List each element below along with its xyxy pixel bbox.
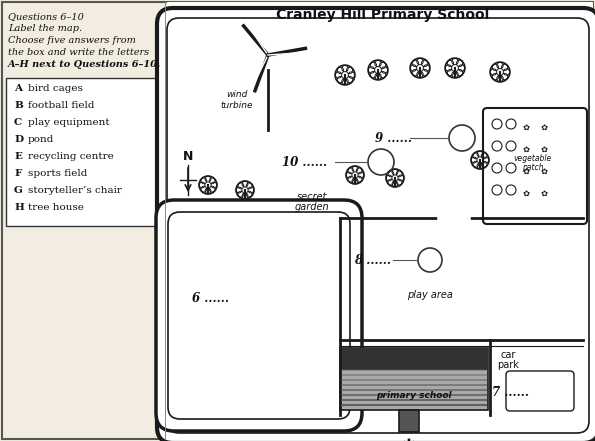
Text: car: car [500, 350, 516, 360]
Text: Cranley Hill Primary School: Cranley Hill Primary School [276, 8, 490, 22]
Text: football field: football field [28, 101, 95, 110]
Text: ✿: ✿ [522, 189, 530, 198]
Text: F: F [14, 169, 21, 178]
Bar [167, 2, 593, 439]
Text: G: G [14, 186, 23, 195]
Text: 6 ......: 6 ...... [192, 292, 229, 304]
Text: 8 ......: 8 ...... [354, 254, 391, 266]
Text: garden: garden [295, 202, 329, 212]
Text: C: C [14, 118, 22, 127]
Text: sports field: sports field [28, 169, 87, 178]
Text: park: park [497, 360, 519, 370]
Text: the box and write the letters: the box and write the letters [8, 48, 149, 57]
Text: primary school: primary school [376, 392, 452, 400]
Text: patch: patch [522, 163, 544, 172]
Text: secret: secret [297, 192, 327, 202]
Text: storyteller’s chair: storyteller’s chair [28, 186, 122, 195]
Text: 9 ......: 9 ...... [375, 131, 412, 145]
Text: H: H [14, 203, 24, 212]
Bar [340, 348, 488, 410]
Text: recycling centre: recycling centre [28, 152, 114, 161]
Text: turbine: turbine [221, 101, 253, 110]
Text: wind: wind [226, 90, 248, 99]
FancyBboxPatch shape [156, 200, 362, 431]
Text: E: E [14, 152, 22, 161]
Text: tree house: tree house [28, 203, 84, 212]
Text: ✿: ✿ [540, 189, 547, 198]
Text: pond: pond [28, 135, 54, 144]
FancyBboxPatch shape [483, 108, 587, 224]
Text: N: N [183, 150, 193, 163]
Text: Choose five answers from: Choose five answers from [8, 36, 136, 45]
Text: B: B [14, 101, 23, 110]
Text: 7 ......: 7 ...... [492, 386, 529, 400]
Text: Questions 6–10: Questions 6–10 [8, 12, 84, 21]
Text: play area: play area [407, 290, 453, 300]
Text: D: D [14, 135, 23, 144]
Text: play equipment: play equipment [28, 118, 109, 127]
Text: Label the map.: Label the map. [8, 24, 82, 33]
Text: vegetable: vegetable [514, 154, 552, 163]
Text: ✿: ✿ [522, 167, 530, 176]
Bar [6, 78, 161, 226]
Text: ✿: ✿ [540, 167, 547, 176]
Text: A: A [14, 84, 22, 93]
Text: A–H next to Questions 6–10.: A–H next to Questions 6–10. [8, 60, 161, 69]
Text: 10 ......: 10 ...... [282, 156, 327, 168]
FancyBboxPatch shape [157, 8, 595, 441]
Bar [399, 410, 419, 432]
Text: ✿: ✿ [522, 123, 530, 132]
Text: bird cages: bird cages [28, 84, 83, 93]
Text: ✿: ✿ [540, 145, 547, 154]
Bar [340, 348, 488, 370]
Text: ✿: ✿ [540, 123, 547, 132]
Text: ✿: ✿ [522, 145, 530, 154]
Text: ✱: ✱ [402, 437, 416, 441]
